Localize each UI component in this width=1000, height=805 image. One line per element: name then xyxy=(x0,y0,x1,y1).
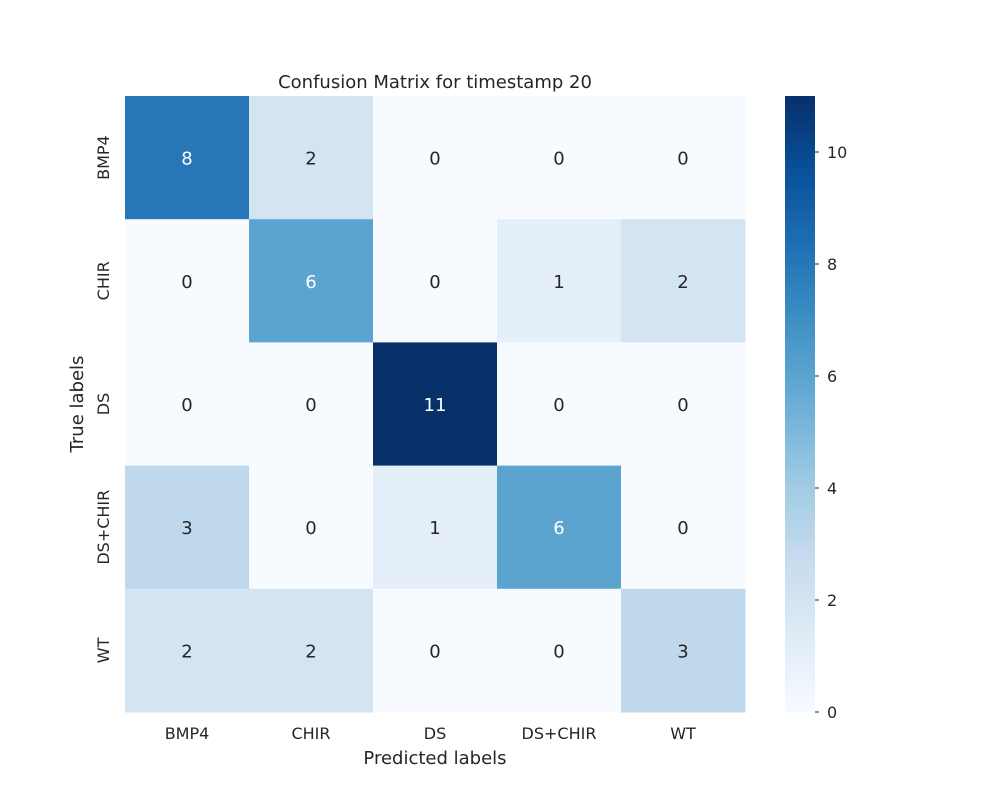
colorbar xyxy=(785,96,815,712)
heatmap-cell xyxy=(373,342,498,467)
heatmap-cell xyxy=(621,342,746,467)
heatmap-cell xyxy=(373,219,498,343)
cell-value-label: 11 xyxy=(424,395,447,416)
cell-value-label: 0 xyxy=(305,395,316,416)
heatmap-cell xyxy=(249,219,374,343)
heatmap-cell xyxy=(497,96,622,220)
chart-title: Confusion Matrix for timestamp 20 xyxy=(278,72,592,93)
cell-value-label: 0 xyxy=(553,395,564,416)
cell-value-label: 0 xyxy=(305,518,316,539)
heatmap-cell xyxy=(249,588,374,713)
heatmap-cell xyxy=(497,465,622,590)
cell-value-label: 0 xyxy=(181,395,192,416)
x-tick-label: DS xyxy=(424,724,446,743)
heatmap-cell xyxy=(125,342,250,467)
y-tick-label: WT xyxy=(94,637,113,663)
y-tick-label: DS xyxy=(94,393,113,415)
heatmap-cells xyxy=(125,96,746,713)
colorbar-tick-label: 8 xyxy=(827,255,837,274)
colorbar-tick-label: 2 xyxy=(827,591,837,610)
heatmap-cell xyxy=(621,96,746,220)
heatmap-cell xyxy=(621,219,746,343)
heatmap-cell xyxy=(249,96,374,220)
cell-value-label: 1 xyxy=(429,518,440,539)
heatmap-cell xyxy=(373,96,498,220)
cell-value-label: 0 xyxy=(181,272,192,293)
cell-value-label: 8 xyxy=(181,149,192,170)
heatmap-cell xyxy=(125,465,250,590)
cell-value-label: 0 xyxy=(429,149,440,170)
heatmap-cell xyxy=(249,342,374,467)
cell-value-label: 1 xyxy=(553,272,564,293)
colorbar-tick-label: 6 xyxy=(827,367,837,386)
heatmap-cell xyxy=(373,465,498,590)
y-tick-label: BMP4 xyxy=(94,135,113,180)
cell-value-labels: 8 2 0 0 0 0 6 0 1 2 0 0 11 0 0 3 0 1 6 0 2 2 0 0 3 xyxy=(181,149,688,663)
colorbar-tick-label: 10 xyxy=(827,143,847,162)
heatmap-cell xyxy=(497,588,622,713)
colorbar-tick-label: 4 xyxy=(827,479,837,498)
cell-value-label: 6 xyxy=(305,272,316,293)
heatmap-cell xyxy=(497,219,622,343)
x-tick-label: CHIR xyxy=(291,724,330,743)
x-tick-label: WT xyxy=(670,724,696,743)
cell-value-label: 0 xyxy=(429,641,440,662)
x-tick-labels: BMP4 CHIR DS DS+CHIR WT xyxy=(165,724,696,743)
heatmap-cell xyxy=(125,219,250,343)
heatmap-cell xyxy=(497,342,622,467)
heatmap-cell xyxy=(621,465,746,590)
cell-value-label: 2 xyxy=(305,149,316,170)
heatmap-cell xyxy=(249,465,374,590)
cell-value-label: 0 xyxy=(677,395,688,416)
y-tick-labels: BMP4 CHIR DS DS+CHIR WT xyxy=(94,135,113,663)
colorbar-tick-label: 0 xyxy=(827,703,837,722)
x-axis-label: Predicted labels xyxy=(363,748,506,769)
heatmap-cell xyxy=(373,588,498,713)
x-tick-label: BMP4 xyxy=(165,724,210,743)
cell-value-label: 0 xyxy=(677,518,688,539)
cell-value-label: 0 xyxy=(429,272,440,293)
cell-value-label: 0 xyxy=(553,641,564,662)
y-tick-label: CHIR xyxy=(94,261,113,300)
heatmap-cell xyxy=(125,588,250,713)
cell-value-label: 6 xyxy=(553,518,564,539)
cell-value-label: 0 xyxy=(553,149,564,170)
cell-value-label: 0 xyxy=(677,149,688,170)
cell-value-label: 2 xyxy=(677,272,688,293)
cell-value-label: 3 xyxy=(181,518,192,539)
x-tick-label: DS+CHIR xyxy=(522,724,597,743)
heatmap-cell xyxy=(125,96,250,220)
cell-value-label: 2 xyxy=(305,641,316,662)
colorbar-ticks: 0 2 4 6 8 10 xyxy=(815,143,847,722)
y-axis-label: True labels xyxy=(67,356,88,454)
cell-value-label: 2 xyxy=(181,641,192,662)
cell-value-label: 3 xyxy=(677,641,688,662)
heatmap-cell xyxy=(621,588,746,713)
y-tick-label: DS+CHIR xyxy=(94,490,113,565)
